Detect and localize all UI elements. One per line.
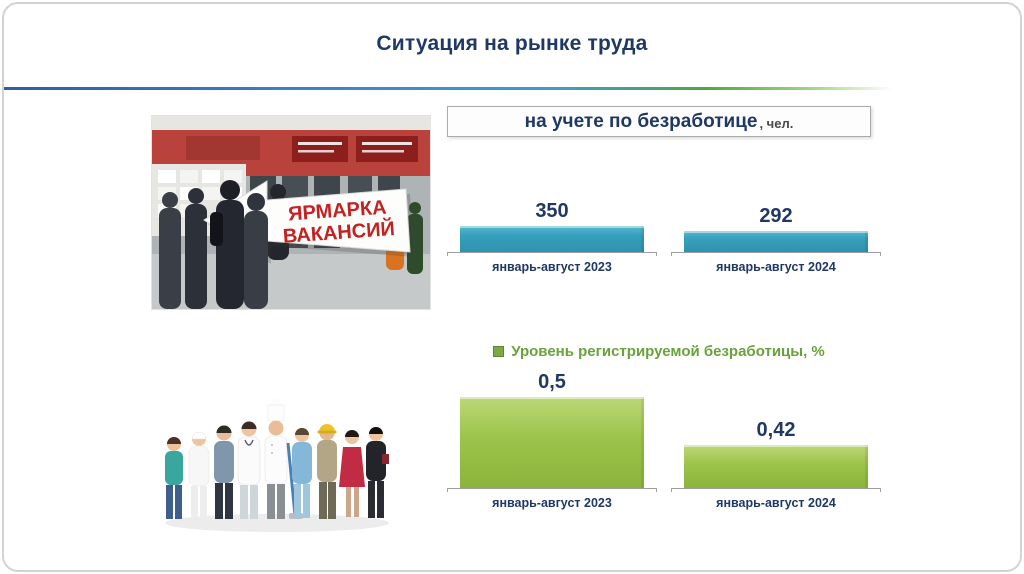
legend-marker-icon [493, 345, 505, 357]
category-label: январь-август 2024 [716, 496, 836, 510]
bar-value-label: 0,42 [756, 419, 796, 442]
unemployment-rate-chart: Уровень регистрируемой безработицы, % 0,… [444, 341, 884, 510]
plot-area: 350 [447, 142, 657, 252]
plot-area: 292 [671, 142, 881, 252]
category-label: январь-август 2024 [716, 260, 836, 274]
professions-photo [154, 349, 401, 539]
bar-group-2023: 350 январь-август 2023 [447, 142, 657, 274]
bar-2023 [459, 396, 645, 488]
x-axis [671, 488, 881, 492]
chart1-title-suffix: , чел. [759, 116, 794, 131]
chart1-title-box: на учете по безработице, чел. [447, 106, 871, 137]
plot-area: 0,5 [447, 366, 657, 488]
bar-group-2024: 292 январь-август 2024 [671, 142, 881, 274]
category-label: январь-август 2023 [492, 496, 612, 510]
registered-unemployed-chart: на учете по безработице, чел. 350 январь… [444, 106, 884, 274]
chart1-plot: 350 январь-август 2023 292 январь-август… [444, 142, 884, 274]
bar-group-2023: 0,5 январь-август 2023 [447, 366, 657, 510]
category-label: январь-август 2023 [492, 260, 612, 274]
job-fair-photo: ЯРМАРКА ВАКАНСИЙ [152, 116, 430, 309]
job-fair-photo-graphic: ЯРМАРКА ВАКАНСИЙ [152, 116, 430, 309]
chart2-header: Уровень регистрируемой безработицы, % [447, 341, 871, 361]
plot-area: 0,42 [671, 366, 881, 488]
arrow-sign-text: ЯРМАРКА ВАКАНСИЙ [282, 197, 396, 248]
professions-photo-graphic [154, 349, 401, 539]
bar-value-label: 0,5 [538, 370, 566, 393]
chart2-plot: 0,5 январь-август 2023 0,42 январь-авгус… [444, 366, 884, 510]
bar-group-2024: 0,42 январь-август 2024 [671, 366, 881, 510]
professions-figures [165, 398, 389, 519]
bar-2024 [683, 445, 869, 488]
x-axis [447, 252, 657, 256]
page-title: Ситуация на рынке труда [376, 32, 648, 55]
chart2-title: Уровень регистрируемой безработицы, % [511, 342, 825, 360]
title-divider [4, 87, 940, 90]
bar-2024 [683, 230, 869, 252]
x-axis [671, 252, 881, 256]
chart1-title: на учете по безработице [524, 110, 758, 132]
bar-value-label: 350 [535, 200, 569, 223]
bar-value-label: 292 [759, 204, 793, 227]
bar-2023 [459, 226, 645, 252]
x-axis [447, 488, 657, 492]
foreground-silhouettes [210, 180, 268, 309]
